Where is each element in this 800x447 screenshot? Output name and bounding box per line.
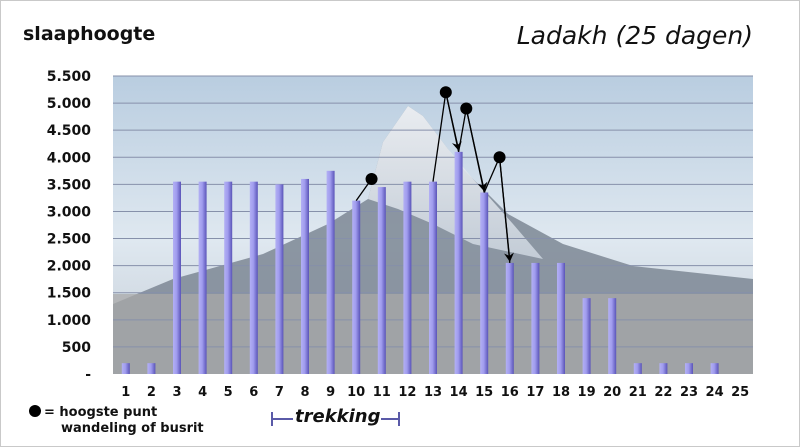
bar — [685, 363, 693, 374]
bar — [403, 181, 412, 374]
x-tick-labels: 1 2 3 4 5 6 7 8 9 10 11 12 13 14 15 16 17 18 19 20 21 22 23 24 2… — [121, 385, 749, 400]
y-tick-label: 3.000 — [47, 204, 92, 220]
bar — [301, 178, 309, 374]
x-tick-label: 6 — [249, 385, 258, 400]
bar — [454, 151, 463, 374]
high-point-marker — [460, 102, 473, 115]
bars — [121, 151, 719, 374]
x-tick-label: 7 — [275, 385, 284, 400]
bar — [147, 363, 156, 374]
y-tick-label: 1.000 — [47, 313, 92, 329]
bar — [608, 298, 617, 374]
bar — [173, 181, 181, 374]
bar — [429, 181, 437, 374]
y-tick-label: 5.000 — [47, 96, 92, 112]
high-point-arrow-head — [498, 157, 514, 262]
bar — [249, 181, 258, 374]
bar — [198, 181, 207, 374]
x-tick-label: 19 — [578, 385, 596, 400]
bar — [224, 181, 233, 374]
high-point-arrow — [483, 157, 501, 193]
bar — [582, 298, 591, 374]
x-tick-label: 12 — [398, 385, 416, 400]
x-tick-label: 9 — [326, 385, 335, 400]
bar — [505, 262, 514, 374]
y-axis-label: slaaphoogte — [23, 23, 156, 45]
x-tick-label: 17 — [526, 385, 544, 400]
x-tick-label: 11 — [373, 385, 391, 400]
bar — [531, 262, 540, 374]
legend-trekking: trekking — [271, 406, 401, 432]
x-tick-label: 24 — [706, 385, 724, 400]
x-tick-label: 21 — [629, 385, 647, 400]
x-tick-label: 18 — [552, 385, 570, 400]
bar — [633, 363, 642, 374]
x-tick-label: 4 — [198, 385, 207, 400]
legend-high-point-text: = hoogste punt — [44, 405, 158, 420]
x-tick-label: 2 — [147, 385, 156, 400]
high-point-arrow-head — [465, 108, 488, 192]
high-point-arrow — [457, 108, 467, 152]
x-tick-label: 10 — [347, 385, 365, 400]
x-tick-label: 20 — [603, 385, 621, 400]
bar — [557, 262, 565, 374]
x-tick-label: 3 — [172, 385, 181, 400]
x-tick-label: 1 — [121, 385, 130, 400]
y-tick-label: 2.500 — [47, 232, 92, 248]
legend-high-point: = hoogste punt — [29, 404, 157, 421]
x-tick-label: 15 — [475, 385, 493, 400]
bar — [377, 187, 386, 374]
high-point-markers — [365, 86, 506, 185]
bar — [480, 192, 489, 374]
legend-high-point-text-2: wandeling of busrit — [61, 421, 204, 436]
x-tick-label: 22 — [654, 385, 672, 400]
x-tick-label: 16 — [501, 385, 519, 400]
x-tick-label: 5 — [224, 385, 233, 400]
bar — [710, 363, 719, 374]
high-point-arrow — [432, 92, 447, 182]
x-tick-label: 23 — [680, 385, 698, 400]
bar — [121, 363, 130, 374]
y-tick-label: 1.500 — [47, 286, 92, 302]
y-tick-label: 500 — [62, 340, 91, 356]
bar — [275, 184, 284, 374]
x-tick-label: 13 — [424, 385, 442, 400]
legend-dot-icon — [29, 405, 41, 417]
bar — [352, 200, 361, 374]
y-tick-labels: - 500 1.000 1.500 2.000 2.500 3.000 3.500 4.000 4… — [47, 69, 92, 383]
y-tick-label: 2.000 — [47, 259, 92, 275]
y-tick-label: 3.500 — [47, 177, 92, 193]
high-point-arrow-head — [445, 92, 462, 151]
x-tick-label: 8 — [300, 385, 309, 400]
y-tick-label: 5.500 — [47, 69, 92, 85]
bar — [659, 363, 668, 374]
high-point-marker — [439, 86, 452, 99]
legend-trekking-label: trekking — [295, 406, 381, 427]
y-tick-label: - — [85, 367, 91, 383]
x-tick-label: 25 — [731, 385, 749, 400]
high-point-marker — [493, 151, 506, 164]
trek-line-right — [381, 418, 399, 420]
y-tick-label: 4.000 — [47, 150, 92, 166]
trek-line-left — [271, 418, 293, 420]
chart-title: Ladakh (25 dagen) — [516, 21, 753, 50]
x-tick-label: 14 — [450, 385, 468, 400]
high-point-arrows — [355, 92, 514, 263]
y-tick-label: 4.500 — [47, 123, 92, 139]
trek-tick-right — [398, 412, 400, 426]
bar — [326, 170, 335, 374]
high-point-marker — [365, 172, 378, 185]
